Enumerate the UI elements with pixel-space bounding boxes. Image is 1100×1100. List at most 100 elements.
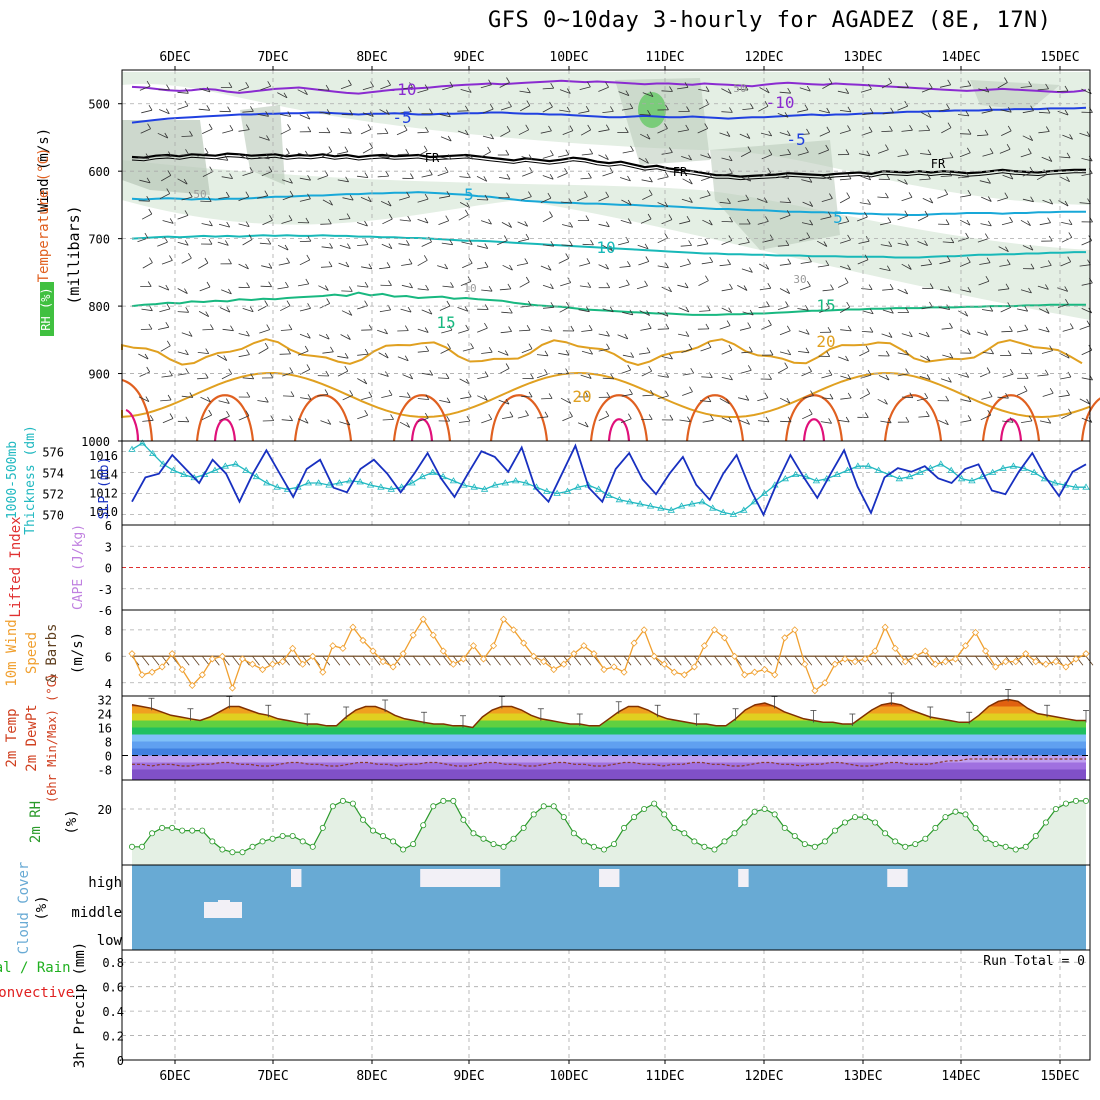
wind-barb xyxy=(979,262,991,265)
wind-barb-flag xyxy=(428,236,432,243)
wind-barb xyxy=(602,377,614,380)
wind-barb-flag xyxy=(1028,348,1033,355)
wind-speed-point xyxy=(429,631,437,639)
wind-barb-flag xyxy=(349,390,354,396)
wind-barb xyxy=(802,413,813,420)
wind-barb xyxy=(560,201,572,204)
wind-barb-flag xyxy=(827,326,832,333)
thickness-point xyxy=(781,475,789,482)
wind-barb xyxy=(238,263,249,270)
wind-speed-point xyxy=(831,660,839,668)
chart-title: GFS 0~10day 3-hourly for AGADEZ (8E, 17N… xyxy=(488,8,1052,33)
wind-speed-point xyxy=(178,665,186,674)
wind-barb xyxy=(177,215,189,220)
wind-barb xyxy=(797,109,808,113)
isotherm-25-plume xyxy=(195,394,255,442)
wind-barb xyxy=(460,281,472,286)
wind-barb-flag xyxy=(685,306,690,313)
wind-ylabel-4: (m/s) xyxy=(70,632,86,674)
wind10m-barb xyxy=(453,656,461,666)
wind-speed-point xyxy=(841,655,849,663)
wind-barb xyxy=(960,194,971,198)
wind-barb xyxy=(540,265,552,271)
wind10m-barb xyxy=(262,656,270,666)
rh-shading-dark-14dec xyxy=(970,80,1060,110)
wind10m-barb xyxy=(643,656,652,666)
wind-barb-flag xyxy=(447,135,452,142)
isotherm-25-plume xyxy=(685,394,745,442)
wind10m-barb xyxy=(342,656,351,666)
wind-speed-point xyxy=(499,615,508,623)
wind-barb xyxy=(921,112,932,119)
wind-barb xyxy=(777,245,789,247)
wind-barb xyxy=(897,86,909,88)
wind-barb-flag xyxy=(884,399,888,405)
temp-ylabel-1: 2m Temp xyxy=(4,708,20,767)
rh-point xyxy=(560,814,567,821)
wind-barb-flag xyxy=(368,263,373,270)
profile-ylabel-temp: Temperature (°C) xyxy=(36,148,52,283)
wind-barb-flag xyxy=(727,259,731,265)
wind-barb-flag xyxy=(250,373,255,380)
wind10m-barb xyxy=(252,656,260,666)
wind-barb-flag xyxy=(949,352,954,359)
cape-y-tick: -3 xyxy=(98,583,112,597)
wind-speed-point xyxy=(489,642,498,650)
wind-barb-flag xyxy=(747,365,752,371)
contour-label: 15 xyxy=(436,313,455,332)
wind-barb xyxy=(977,331,988,336)
wind-barb-flag xyxy=(266,324,271,330)
wind-barb xyxy=(399,421,410,428)
wind-barb-flag xyxy=(530,373,534,379)
wind-barb-flag xyxy=(306,254,311,261)
wind-barb xyxy=(840,329,852,332)
wind-barb-flag xyxy=(905,416,910,423)
wind-barb xyxy=(839,130,851,134)
thickness-ylabel-2: Thickness (dm) xyxy=(23,425,38,535)
wind-barb-flag xyxy=(609,306,614,313)
wind-barb-flag xyxy=(845,88,850,94)
wind10m-barb xyxy=(925,656,933,666)
cape-y-tick: -6 xyxy=(98,604,112,618)
wind-barb xyxy=(499,368,510,375)
wind-barb-flag xyxy=(688,178,693,185)
wind10m-barb xyxy=(1065,656,1074,666)
wind-barb-flag xyxy=(364,239,369,245)
wind-barb-flag xyxy=(987,196,992,202)
wind-speed-point xyxy=(781,634,789,642)
wind-barb-flag xyxy=(329,242,333,249)
wind-barb-flag xyxy=(949,152,954,158)
wind-barb xyxy=(1059,176,1070,183)
thickness-point xyxy=(1051,479,1059,486)
wind-barb-flag xyxy=(224,155,229,161)
wind-barb-flag xyxy=(425,345,430,352)
wind-barb-flag xyxy=(665,323,670,330)
wind-speed-point xyxy=(791,626,799,634)
wind-barb xyxy=(758,306,770,308)
wind-barb xyxy=(941,127,952,134)
rh-point xyxy=(761,806,768,813)
wind-barb xyxy=(280,128,291,135)
wind-barb-flag xyxy=(967,80,972,86)
thickness-point xyxy=(242,466,250,473)
wind-barb xyxy=(520,105,530,112)
wind-barb xyxy=(499,82,510,88)
wind-barb-flag xyxy=(349,109,354,116)
wind-barb xyxy=(499,177,511,180)
wind-barb-flag xyxy=(228,368,233,375)
wind-barb xyxy=(142,419,154,422)
wind-speed-point xyxy=(730,652,739,660)
wind-barb-flag xyxy=(524,221,529,227)
wind-barb xyxy=(602,308,614,313)
wind-barb-flag xyxy=(845,355,849,362)
thickness-point xyxy=(626,498,634,505)
wind-barb-flag xyxy=(728,235,733,241)
wind-barb xyxy=(1079,264,1091,267)
wind-barb-flag xyxy=(246,330,250,337)
wind-barb xyxy=(1002,420,1014,423)
wind-barb xyxy=(941,157,954,160)
wind-barb-flag xyxy=(984,330,989,336)
rh-point xyxy=(711,846,718,853)
rh-point xyxy=(540,803,547,810)
wind-barb-flag xyxy=(828,174,832,181)
